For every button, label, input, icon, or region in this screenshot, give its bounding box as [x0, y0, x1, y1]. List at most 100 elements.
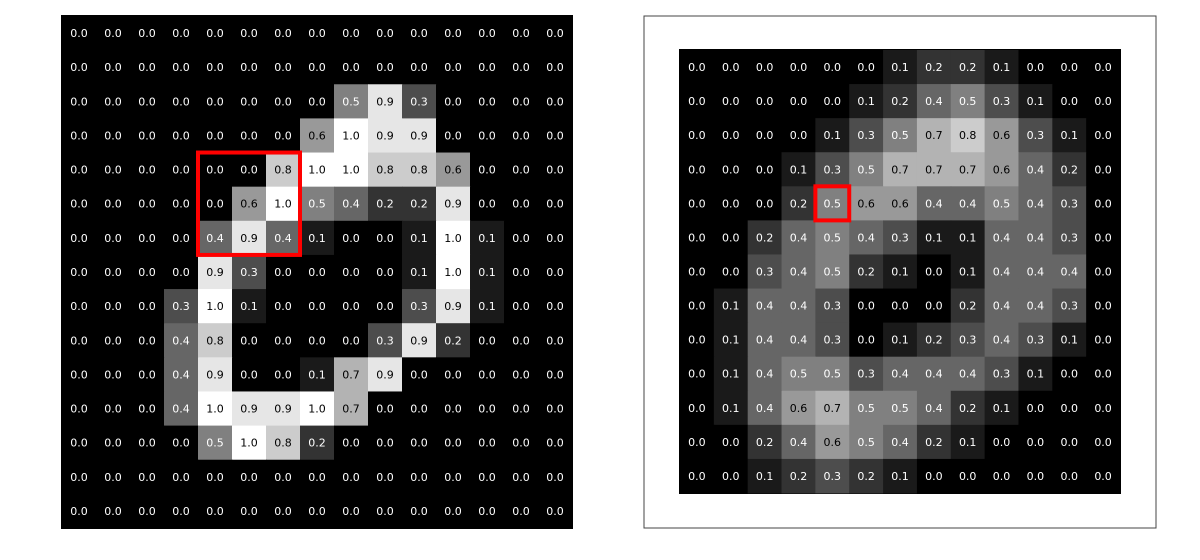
cell-value-label: 0.0	[512, 61, 530, 74]
cell-value-label: 0.0	[308, 505, 326, 518]
heatmap-cell	[62, 459, 97, 495]
cell-value-label: 0.3	[824, 163, 842, 176]
heatmap-cell	[96, 289, 131, 324]
cell-value-label: 0.0	[722, 231, 740, 244]
cell-value-label: 0.0	[342, 471, 360, 484]
cell-value-label: 0.3	[857, 129, 875, 142]
heatmap-cell	[232, 152, 267, 188]
cell-value-label: 0.0	[410, 505, 428, 518]
cell-value-label: 0.0	[172, 164, 190, 177]
heatmap-cell	[1086, 390, 1121, 426]
heatmap-cell	[198, 16, 233, 51]
heatmap-cell	[538, 186, 573, 222]
heatmap-cell	[266, 254, 301, 290]
heatmap-cell	[402, 220, 437, 256]
cell-value-label: 0.2	[925, 436, 943, 449]
cell-value-label: 0.4	[925, 368, 943, 381]
heatmap-cell	[1086, 254, 1121, 290]
heatmap-cell	[883, 84, 918, 119]
cell-value-label: 0.0	[478, 471, 496, 484]
cell-value-label: 0.0	[70, 198, 88, 211]
cell-value-label: 0.0	[274, 368, 292, 381]
heatmap-cell	[300, 323, 335, 358]
heatmap-cell	[815, 118, 850, 153]
cell-value-label: 0.0	[342, 437, 360, 450]
heatmap-cell	[164, 391, 199, 427]
cell-value-label: 0.0	[1094, 231, 1112, 244]
cell-value-label: 0.2	[756, 231, 774, 244]
cell-value-label: 0.0	[172, 232, 190, 245]
cell-value-label: 0.2	[925, 61, 943, 74]
heatmap-cell	[815, 390, 850, 426]
cell-value-label: 0.0	[722, 470, 740, 483]
heatmap-cell	[300, 220, 335, 256]
cell-value-label: 0.5	[857, 402, 875, 415]
cell-value-label: 1.0	[274, 198, 292, 211]
heatmap-cell	[300, 425, 335, 461]
cell-value-label: 0.1	[891, 470, 909, 483]
heatmap-cell	[470, 425, 505, 461]
heatmap-cell	[747, 288, 783, 324]
heatmap-cell	[334, 323, 369, 358]
heatmap-cell	[747, 356, 783, 392]
heatmap-cell	[883, 390, 918, 426]
cell-value-label: 0.5	[342, 95, 360, 108]
heatmap-cell	[984, 186, 1019, 221]
heatmap-cell	[1086, 118, 1121, 153]
cell-value-label: 0.1	[756, 470, 774, 483]
cell-value-label: 0.0	[546, 403, 564, 416]
heatmap-cell	[713, 186, 749, 221]
cell-value-label: 0.0	[824, 95, 842, 108]
heatmap-cell	[130, 118, 165, 154]
cell-value-label: 0.4	[790, 436, 808, 449]
cell-value-label: 0.5	[824, 368, 842, 381]
heatmap-cell	[368, 152, 403, 188]
heatmap-cell	[538, 459, 573, 495]
cell-value-label: 0.1	[722, 402, 740, 415]
cell-value-label: 0.0	[206, 164, 224, 177]
heatmap-cell	[368, 459, 403, 495]
cell-value-label: 0.0	[1060, 470, 1078, 483]
cell-value-label: 0.1	[722, 334, 740, 347]
cell-value-label: 0.0	[512, 368, 530, 381]
heatmap-cell	[334, 186, 369, 222]
heatmap-cell	[538, 289, 573, 324]
cell-value-label: 0.0	[138, 61, 156, 74]
cell-value-label: 0.0	[688, 95, 706, 108]
heatmap-cell	[713, 322, 749, 358]
cell-value-label: 1.0	[444, 266, 462, 279]
cell-value-label: 0.3	[756, 266, 774, 279]
heatmap-cell	[747, 50, 783, 85]
heatmap-cell	[1052, 220, 1087, 255]
heatmap-cell	[266, 152, 301, 188]
heatmap-cell	[916, 220, 952, 255]
cell-value-label: 0.0	[756, 197, 774, 210]
heatmap-cell	[815, 356, 850, 392]
cell-value-label: 0.4	[756, 368, 774, 381]
heatmap-cell	[984, 254, 1019, 290]
cell-value-label: 0.0	[512, 198, 530, 211]
heatmap-cell	[402, 16, 437, 51]
heatmap-cell	[470, 289, 505, 324]
cell-value-label: 0.1	[478, 232, 496, 245]
cell-value-label: 0.0	[206, 198, 224, 211]
cell-value-label: 0.0	[512, 471, 530, 484]
cell-value-label: 0.0	[70, 232, 88, 245]
heatmap-cell	[984, 288, 1019, 324]
heatmap-cell	[916, 50, 952, 85]
heatmap-cell	[436, 254, 471, 290]
heatmap-cell	[402, 84, 437, 119]
cell-value-label: 0.0	[172, 95, 190, 108]
cell-value-label: 0.0	[512, 437, 530, 450]
heatmap-cell	[62, 289, 97, 324]
cell-value-label: 0.1	[478, 300, 496, 313]
cell-value-label: 0.0	[172, 129, 190, 142]
heatmap-cell	[164, 118, 199, 154]
heatmap-cell	[96, 50, 131, 85]
heatmap-cell	[713, 356, 749, 392]
heatmap-cell	[984, 356, 1019, 392]
cell-value-label: 0.1	[993, 402, 1011, 415]
heatmap-cell	[96, 152, 131, 188]
cell-value-label: 0.4	[790, 266, 808, 279]
cell-value-label: 0.0	[138, 95, 156, 108]
